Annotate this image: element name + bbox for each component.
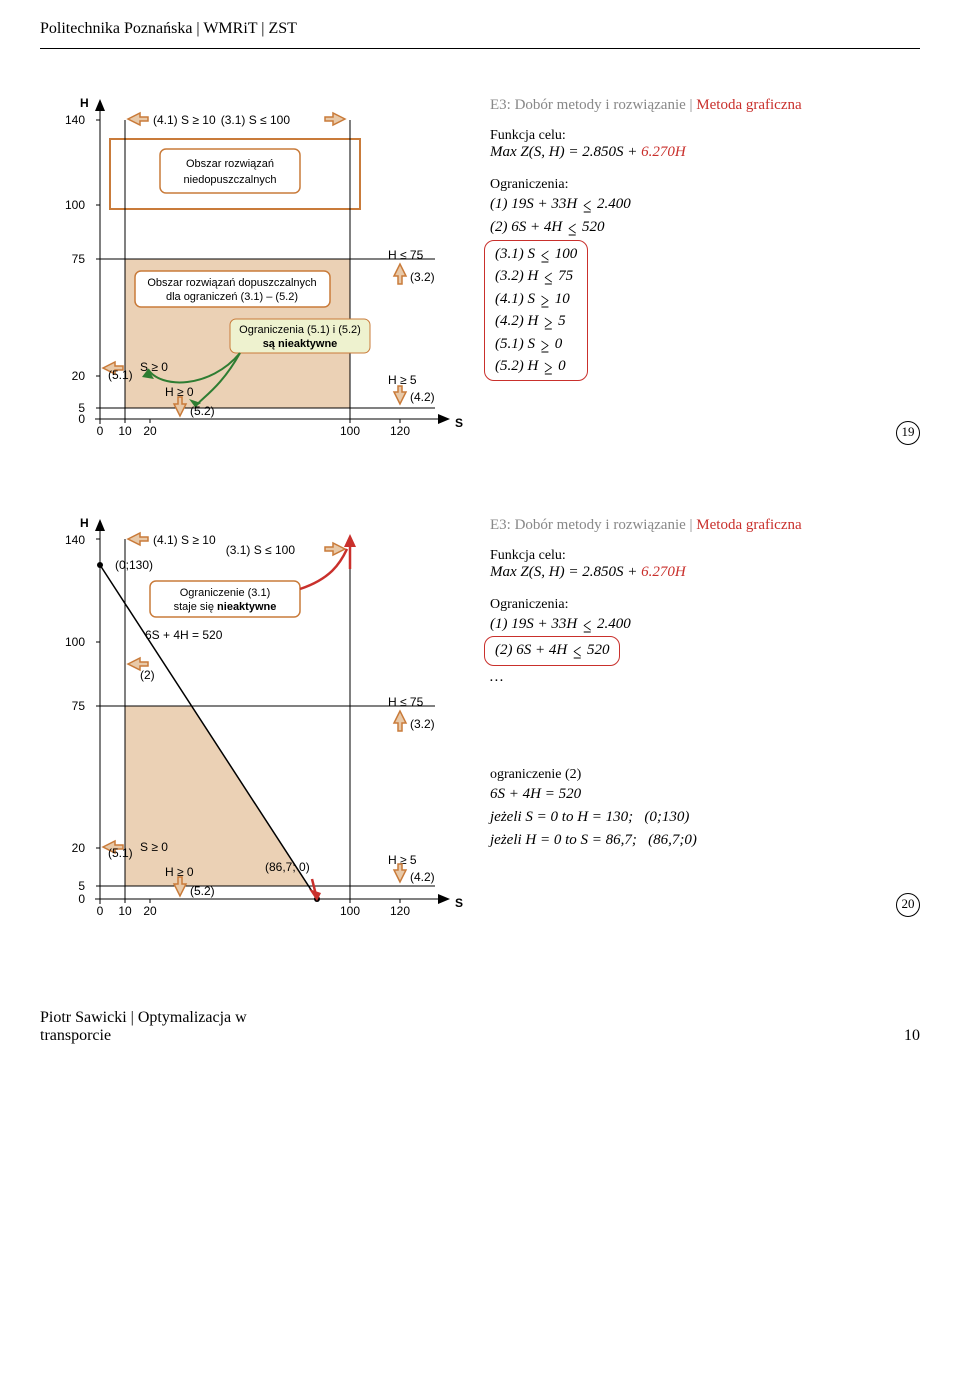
svg-text:20: 20: [143, 904, 157, 918]
svg-text:(4.2): (4.2): [410, 390, 435, 404]
svg-text:100: 100: [65, 198, 85, 212]
svg-text:(5.2): (5.2): [190, 884, 215, 898]
svg-text:Obszar rozwiązań dopuszczalnyc: Obszar rozwiązań dopuszczalnych: [147, 277, 316, 289]
svg-text:Obszar rozwiązań: Obszar rozwiązań: [186, 158, 274, 170]
svg-text:0: 0: [97, 904, 104, 918]
svg-text:(3.2): (3.2): [410, 717, 435, 731]
svg-text:20: 20: [143, 424, 157, 438]
svg-text:H ≥ 0: H ≥ 0: [165, 865, 194, 879]
svg-text:75: 75: [72, 252, 86, 266]
svg-text:120: 120: [390, 424, 410, 438]
svg-text:140: 140: [65, 533, 85, 547]
svg-text:(2): (2): [140, 668, 155, 682]
y-axis-label: H: [80, 96, 89, 110]
slide-pagenum-19: 19: [896, 421, 920, 445]
svg-text:100: 100: [340, 904, 360, 918]
svg-text:140: 140: [65, 113, 85, 127]
svg-text:Ograniczenie (3.1): Ograniczenie (3.1): [180, 587, 271, 599]
text-col-19: E3: Dobór metody i rozwiązanie | Metoda …: [490, 89, 920, 445]
svg-text:H ≤ 75: H ≤ 75: [388, 695, 424, 709]
svg-text:(4.1) S ≥ 10: (4.1) S ≥ 10: [153, 533, 216, 547]
svg-text:staje się nieaktywne: staje się nieaktywne: [174, 601, 277, 613]
breadcrumb-19: E3: Dobór metody i rozwiązanie | Metoda …: [490, 97, 920, 114]
svg-text:(86,7; 0): (86,7; 0): [265, 860, 310, 874]
svg-text:H ≥ 5: H ≥ 5: [388, 373, 417, 387]
svg-text:120: 120: [390, 904, 410, 918]
svg-text:10: 10: [118, 904, 132, 918]
svg-text:(4.2): (4.2): [410, 870, 435, 884]
svg-text:5: 5: [78, 401, 85, 415]
svg-text:(3.2): (3.2): [410, 270, 435, 284]
svg-text:5: 5: [78, 879, 85, 893]
slide-20: H S 0 5 20 75 100 140 0 10 20: [40, 509, 920, 929]
chart-19: H S 0 5 20 75 100 140 0 10 20: [40, 89, 470, 449]
svg-text:Ograniczenia (5.1) i (5.2): Ograniczenia (5.1) i (5.2): [239, 324, 361, 336]
page-footer: Piotr Sawicki | Optymalizacja w transpor…: [40, 1009, 920, 1045]
svg-text:100: 100: [340, 424, 360, 438]
svg-text:(5.1): (5.1): [108, 368, 133, 382]
svg-text:H ≤ 75: H ≤ 75: [388, 248, 424, 262]
svg-text:6S + 4H = 520: 6S + 4H = 520: [145, 628, 223, 642]
svg-text:(3.1) S ≤ 100: (3.1) S ≤ 100: [226, 543, 296, 557]
header-rule: [40, 48, 920, 49]
svg-text:(4.1) S ≥ 10: (4.1) S ≥ 10: [153, 113, 216, 127]
svg-text:20: 20: [72, 841, 86, 855]
svg-text:dla ograniczeń (3.1) – (5.2): dla ograniczeń (3.1) – (5.2): [166, 291, 298, 303]
svg-text:H ≥ 0: H ≥ 0: [165, 385, 194, 399]
svg-text:(5.1): (5.1): [108, 846, 133, 860]
slide-pagenum-20: 20: [896, 893, 920, 917]
svg-text:H: H: [80, 516, 89, 530]
svg-text:S: S: [455, 896, 463, 910]
svg-text:100: 100: [65, 635, 85, 649]
breadcrumb-20: E3: Dobór metody i rozwiązanie | Metoda …: [490, 517, 920, 534]
svg-text:S ≥ 0: S ≥ 0: [140, 360, 168, 374]
svg-text:0: 0: [97, 424, 104, 438]
svg-text:S ≥ 0: S ≥ 0: [140, 840, 168, 854]
chart-20: H S 0 5 20 75 100 140 0 10 20: [40, 509, 470, 929]
svg-text:20: 20: [72, 369, 86, 383]
svg-text:niedopuszczalnych: niedopuszczalnych: [184, 174, 277, 186]
slide-19: H S 0 5 20 75 100 140 0 10 20: [40, 89, 920, 449]
text-col-20: E3: Dobór metody i rozwiązanie | Metoda …: [490, 509, 920, 917]
svg-text:0: 0: [78, 892, 85, 906]
svg-text:(3.1) S ≤ 100: (3.1) S ≤ 100: [221, 113, 291, 127]
svg-text:(0;130): (0;130): [115, 558, 153, 572]
page-header: Politechnika Poznańska | WMRiT | ZST: [40, 20, 920, 38]
x-axis-label: S: [455, 416, 463, 430]
svg-text:(5.2): (5.2): [190, 404, 215, 418]
svg-text:75: 75: [72, 699, 86, 713]
svg-text:są nieaktywne: są nieaktywne: [263, 338, 338, 350]
svg-text:10: 10: [118, 424, 132, 438]
